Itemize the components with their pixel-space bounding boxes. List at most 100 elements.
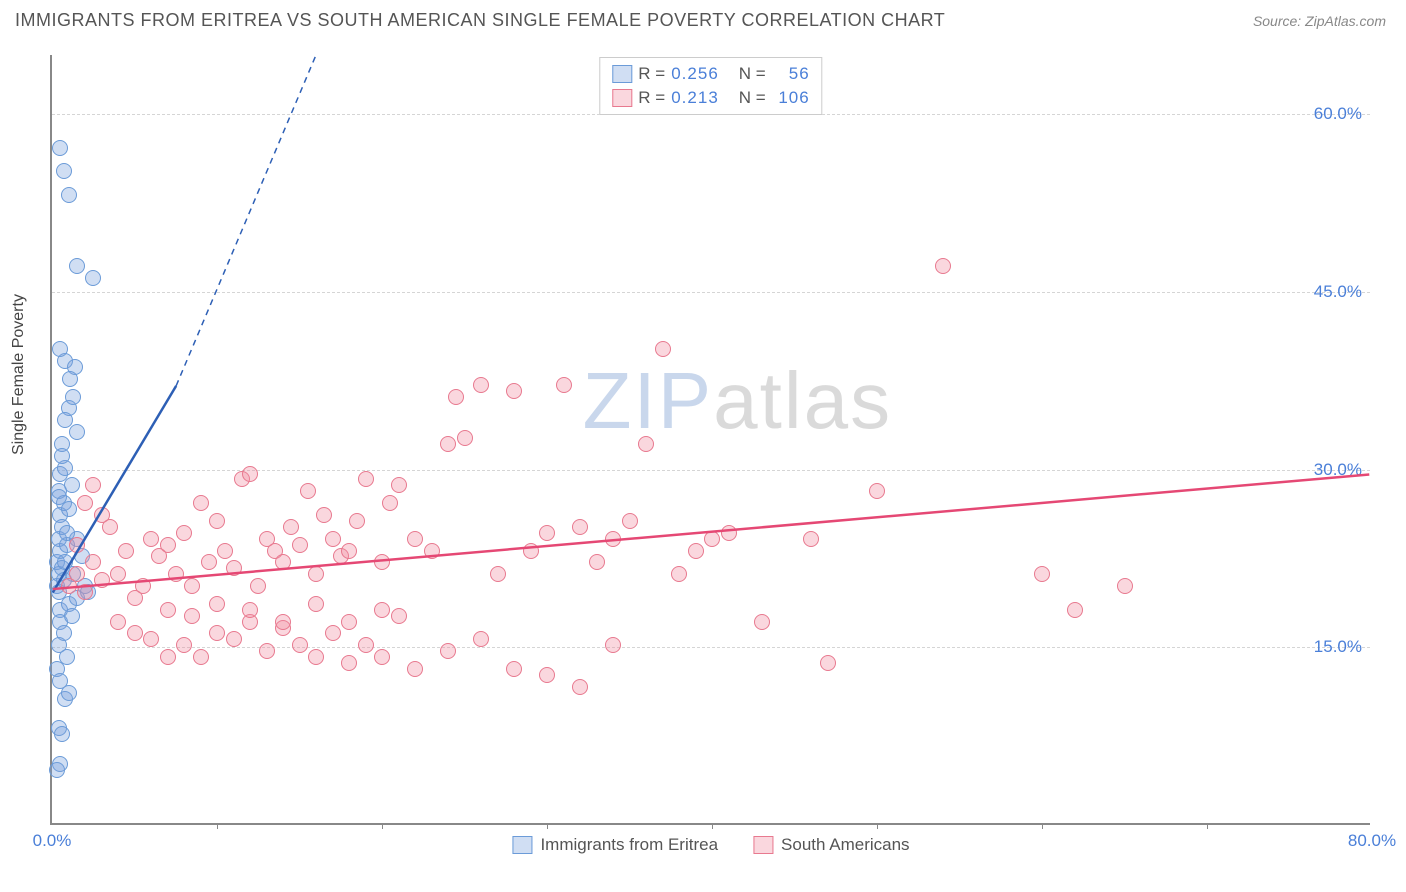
trend-lines	[52, 55, 1370, 823]
data-point	[754, 614, 770, 630]
y-tick-label: 45.0%	[1314, 282, 1362, 302]
data-point	[391, 477, 407, 493]
data-point	[292, 537, 308, 553]
n-label: N =	[739, 62, 766, 86]
swatch-eritrea-icon	[512, 836, 532, 854]
x-tick-mark	[217, 823, 218, 829]
r-label: R =	[638, 86, 665, 110]
r-label: R =	[638, 62, 665, 86]
data-point	[54, 448, 70, 464]
data-point	[209, 596, 225, 612]
data-point	[242, 466, 258, 482]
data-point	[325, 625, 341, 641]
correlation-legend: R = 0.256 N = 56 R = 0.213 N = 106	[599, 57, 822, 115]
plot-area: R = 0.256 N = 56 R = 0.213 N = 106 ZIPat…	[50, 55, 1370, 825]
data-point	[65, 389, 81, 405]
y-tick-label: 30.0%	[1314, 460, 1362, 480]
x-tick-mark	[382, 823, 383, 829]
chart-container: Single Female Poverty R = 0.256 N = 56 R…	[15, 45, 1391, 875]
data-point	[308, 596, 324, 612]
data-point	[275, 614, 291, 630]
data-point	[69, 537, 85, 553]
data-point	[572, 679, 588, 695]
data-point	[671, 566, 687, 582]
data-point	[308, 566, 324, 582]
data-point	[209, 513, 225, 529]
data-point	[56, 163, 72, 179]
data-point	[110, 614, 126, 630]
data-point	[64, 608, 80, 624]
data-point	[184, 578, 200, 594]
data-point	[655, 341, 671, 357]
x-tick-mark	[712, 823, 713, 829]
data-point	[523, 543, 539, 559]
y-tick-label: 15.0%	[1314, 637, 1362, 657]
x-tick-mark	[1207, 823, 1208, 829]
legend-row-eritrea: R = 0.256 N = 56	[612, 62, 809, 86]
n-value-eritrea: 56	[772, 62, 810, 86]
data-point	[316, 507, 332, 523]
data-point	[457, 430, 473, 446]
data-point	[184, 608, 200, 624]
data-point	[62, 371, 78, 387]
y-axis-label: Single Female Poverty	[10, 294, 28, 455]
data-point	[704, 531, 720, 547]
data-point	[226, 560, 242, 576]
data-point	[382, 495, 398, 511]
data-point	[143, 531, 159, 547]
data-point	[283, 519, 299, 535]
data-point	[539, 667, 555, 683]
data-point	[605, 531, 621, 547]
data-point	[94, 507, 110, 523]
data-point	[490, 566, 506, 582]
data-point	[358, 637, 374, 653]
n-label: N =	[739, 86, 766, 110]
data-point	[300, 483, 316, 499]
data-point	[374, 554, 390, 570]
legend-label-south-american: South Americans	[781, 835, 910, 855]
data-point	[688, 543, 704, 559]
data-point	[135, 578, 151, 594]
data-point	[259, 643, 275, 659]
x-tick-mark	[547, 823, 548, 829]
data-point	[803, 531, 819, 547]
data-point	[110, 566, 126, 582]
gridline	[52, 292, 1370, 293]
data-point	[622, 513, 638, 529]
data-point	[61, 187, 77, 203]
r-value-south-american: 0.213	[671, 86, 719, 110]
data-point	[935, 258, 951, 274]
data-point	[176, 525, 192, 541]
data-point	[226, 631, 242, 647]
data-point	[176, 637, 192, 653]
data-point	[407, 661, 423, 677]
data-point	[1067, 602, 1083, 618]
legend-item-eritrea: Immigrants from Eritrea	[512, 835, 718, 855]
data-point	[341, 655, 357, 671]
data-point	[539, 525, 555, 541]
data-point	[275, 554, 291, 570]
data-point	[1117, 578, 1133, 594]
data-point	[1034, 566, 1050, 582]
data-point	[506, 383, 522, 399]
data-point	[820, 655, 836, 671]
data-point	[85, 477, 101, 493]
data-point	[77, 584, 93, 600]
data-point	[69, 258, 85, 274]
gridline	[52, 647, 1370, 648]
legend-row-south-american: R = 0.213 N = 106	[612, 86, 809, 110]
data-point	[721, 525, 737, 541]
data-point	[589, 554, 605, 570]
x-tick-mark	[1042, 823, 1043, 829]
data-point	[572, 519, 588, 535]
data-point	[374, 602, 390, 618]
y-tick-label: 60.0%	[1314, 104, 1362, 124]
x-tick-label: 0.0%	[33, 831, 72, 851]
data-point	[325, 531, 341, 547]
series-legend: Immigrants from Eritrea South Americans	[512, 835, 909, 855]
data-point	[391, 608, 407, 624]
legend-item-south-american: South Americans	[753, 835, 910, 855]
watermark-bold: ZIP	[583, 356, 713, 445]
data-point	[168, 566, 184, 582]
data-point	[374, 649, 390, 665]
